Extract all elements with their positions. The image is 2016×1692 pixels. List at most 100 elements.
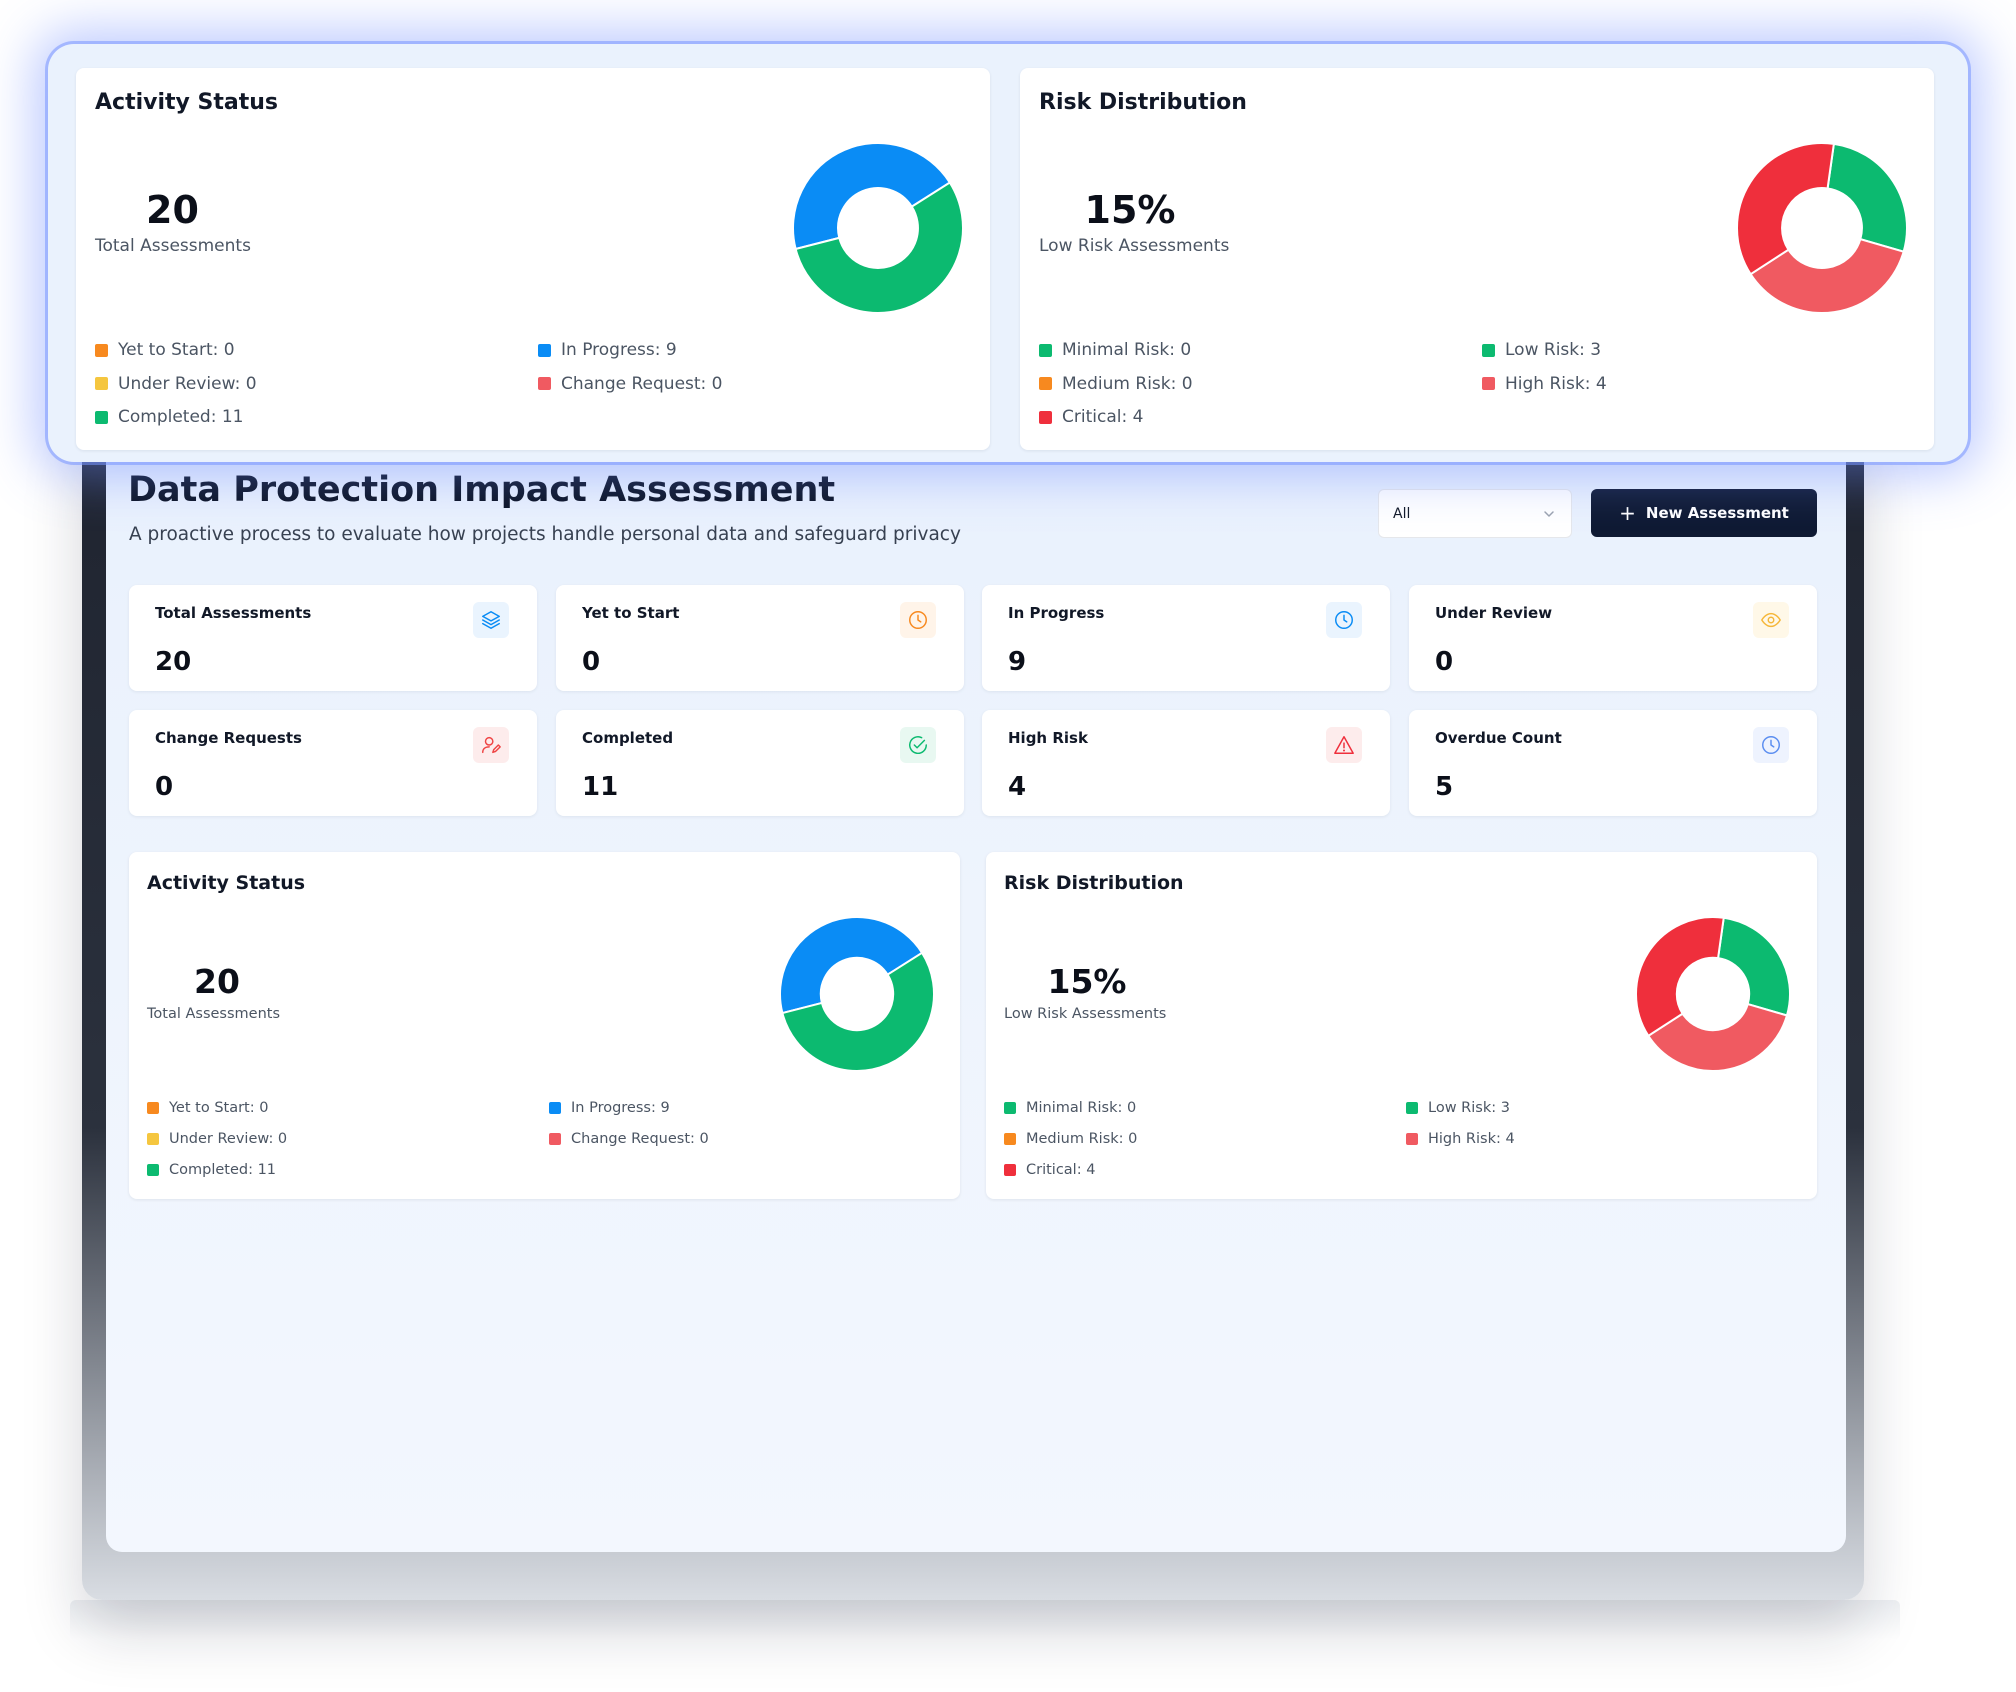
- legend-swatch: [1039, 377, 1052, 390]
- activity-total-value: 20: [194, 962, 240, 1001]
- legend-item: Critical: 4: [1039, 407, 1143, 427]
- user-edit-icon: [473, 727, 509, 763]
- legend-item: Change Request: 0: [538, 374, 723, 394]
- risk-distribution-card: Risk Distribution 15% Low Risk Assessmen…: [986, 852, 1817, 1199]
- stat-card-yet-to-start[interactable]: Yet to Start 0: [556, 585, 964, 691]
- overlay-activity-slice-completed[interactable]: [794, 181, 963, 313]
- legend-label: In Progress: 9: [571, 1100, 670, 1116]
- legend-item: Completed: 11: [95, 407, 243, 427]
- overlay-risk-distribution-card: Risk Distribution 15% Low Risk Assessmen…: [1020, 68, 1934, 450]
- risk-slice-low-risk[interactable]: [1716, 917, 1790, 1017]
- overlay-risk-percent: 15%: [1084, 188, 1176, 232]
- stat-card-overdue-count[interactable]: Overdue Count 5: [1409, 710, 1817, 816]
- activity-total-label: Total Assessments: [147, 1006, 281, 1022]
- legend-swatch: [147, 1164, 159, 1176]
- legend-item: Under Review: 0: [147, 1131, 287, 1147]
- stat-label: Change Requests: [155, 729, 302, 747]
- overlay-risk-donut-chart: [1737, 143, 1907, 313]
- legend-label: Under Review: 0: [118, 373, 257, 394]
- overlay-risk-slice-critical[interactable]: [1737, 143, 1835, 276]
- legend-item: Yet to Start: 0: [147, 1100, 268, 1116]
- legend-item: Critical: 4: [1004, 1162, 1095, 1178]
- legend-item: High Risk: 4: [1482, 374, 1607, 394]
- risk-donut-chart: [1636, 917, 1790, 1071]
- legend-label: High Risk: 4: [1505, 373, 1607, 394]
- legend-label: Yet to Start: 0: [118, 340, 235, 360]
- stat-label: Yet to Start: [582, 604, 680, 622]
- legend-item: In Progress: 9: [538, 340, 677, 360]
- legend-item: High Risk: 4: [1406, 1131, 1515, 1147]
- legend-swatch: [1406, 1133, 1418, 1145]
- overlay-activity-total-label: Total Assessments: [95, 236, 251, 256]
- overlay-risk-slice-low-risk[interactable]: [1826, 143, 1907, 253]
- stat-label: Completed: [582, 729, 674, 747]
- legend-label: Low Risk: 3: [1505, 340, 1602, 360]
- overlay-risk-title: Risk Distribution: [1039, 90, 1247, 115]
- legend-item: Medium Risk: 0: [1039, 374, 1193, 394]
- layers-icon: [473, 602, 509, 638]
- legend-swatch: [538, 377, 551, 390]
- stat-label: In Progress: [1008, 604, 1105, 622]
- legend-item: Medium Risk: 0: [1004, 1131, 1137, 1147]
- stat-card-under-review[interactable]: Under Review 0: [1409, 585, 1817, 691]
- legend-label: Low Risk: 3: [1428, 1100, 1510, 1116]
- overlay-activity-total: 20: [146, 188, 199, 232]
- stat-card-high-risk[interactable]: High Risk 4: [982, 710, 1390, 816]
- stat-label: Overdue Count: [1435, 729, 1562, 747]
- stat-value: 0: [582, 647, 601, 677]
- legend-label: In Progress: 9: [561, 340, 677, 360]
- risk-slice-critical[interactable]: [1636, 917, 1725, 1038]
- legend-swatch: [1482, 377, 1495, 390]
- stat-value: 5: [1435, 772, 1454, 802]
- stat-card-change-requests[interactable]: Change Requests 0: [129, 710, 537, 816]
- stat-label: High Risk: [1008, 729, 1088, 747]
- stat-value: 4: [1008, 772, 1027, 802]
- stat-label: Total Assessments: [155, 604, 312, 622]
- activity-slice-completed[interactable]: [781, 951, 934, 1071]
- legend-item: In Progress: 9: [549, 1100, 670, 1116]
- legend-swatch: [1004, 1102, 1016, 1114]
- legend-label: Change Request: 0: [571, 1131, 709, 1147]
- risk-slice-high-risk[interactable]: [1646, 1002, 1789, 1071]
- clock-icon: [1753, 727, 1789, 763]
- legend-label: Minimal Risk: 0: [1026, 1100, 1137, 1116]
- stat-card-total-assessments[interactable]: Total Assessments 20: [129, 585, 537, 691]
- overlay-activity-title: Activity Status: [95, 90, 279, 115]
- overlay-activity-status-card: Activity Status 20 Total Assessments Yet…: [76, 68, 990, 450]
- legend-label: Change Request: 0: [561, 373, 723, 394]
- page-description: A proactive process to evaluate how proj…: [129, 524, 961, 545]
- stat-card-completed[interactable]: Completed 11: [556, 710, 964, 816]
- risk-percent-value: 15%: [1047, 962, 1127, 1001]
- stat-value: 20: [155, 647, 192, 677]
- legend-swatch: [1004, 1164, 1016, 1176]
- filter-value: All: [1393, 505, 1411, 522]
- stat-card-in-progress[interactable]: In Progress 9: [982, 585, 1390, 691]
- legend-item: Yet to Start: 0: [95, 340, 235, 360]
- legend-swatch: [95, 377, 108, 390]
- stat-value: 0: [155, 772, 174, 802]
- overlay-risk-slice-high-risk[interactable]: [1749, 237, 1905, 313]
- check-circle-icon: [900, 727, 936, 763]
- activity-card-title: Activity Status: [147, 872, 306, 894]
- legend-swatch: [1039, 410, 1052, 424]
- new-assessment-label: New Assessment: [1645, 504, 1789, 522]
- legend-label: Critical: 4: [1026, 1162, 1096, 1178]
- legend-swatch: [147, 1133, 159, 1145]
- legend-item: Low Risk: 3: [1406, 1100, 1510, 1116]
- activity-slice-in-progress[interactable]: [780, 917, 924, 1015]
- legend-label: High Risk: 4: [1428, 1131, 1515, 1147]
- status-filter-select[interactable]: All: [1378, 489, 1572, 538]
- overlay-activity-slice-in-progress[interactable]: [793, 143, 952, 251]
- legend-item: Minimal Risk: 0: [1039, 340, 1191, 360]
- legend-swatch: [549, 1102, 561, 1114]
- legend-item: Completed: 11: [147, 1162, 276, 1178]
- new-assessment-button[interactable]: + New Assessment: [1591, 489, 1817, 537]
- clock-icon: [1326, 602, 1362, 638]
- legend-label: Completed: 11: [118, 407, 244, 427]
- legend-label: Minimal Risk: 0: [1062, 340, 1192, 360]
- legend-item: Low Risk: 3: [1482, 340, 1601, 360]
- overlay-activity-donut-chart: [793, 143, 963, 313]
- chevron-down-icon: [1544, 511, 1554, 517]
- device-base: [70, 1600, 1900, 1640]
- legend-item: Minimal Risk: 0: [1004, 1100, 1136, 1116]
